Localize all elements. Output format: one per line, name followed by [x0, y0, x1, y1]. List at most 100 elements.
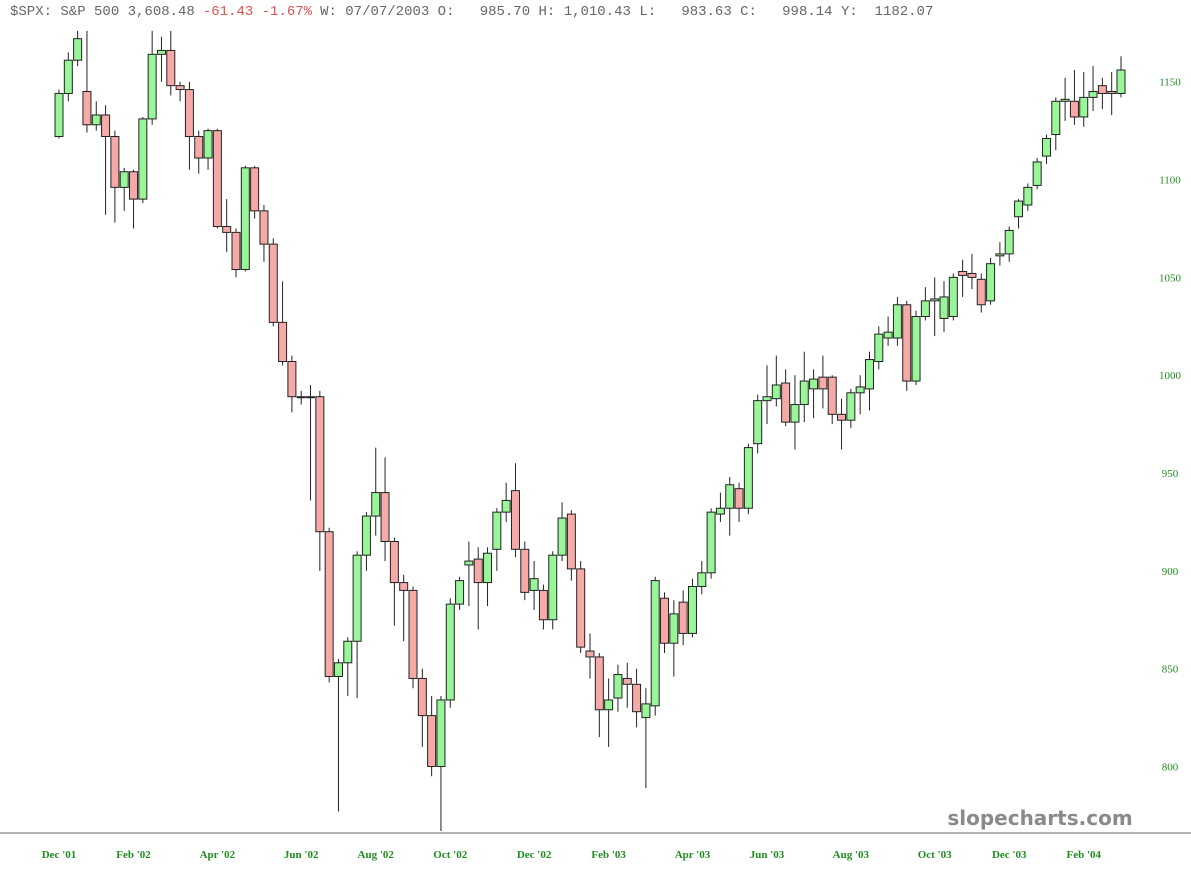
candle-body: [63, 59, 73, 94]
candle-body: [371, 492, 381, 517]
watermark: slopecharts.com: [947, 806, 1132, 830]
candle-body: [548, 554, 558, 621]
candle-body: [212, 130, 222, 228]
x-tick-label: Feb '02: [116, 849, 151, 861]
y-tick-label: 850: [1162, 664, 1179, 676]
candle-body: [1032, 161, 1042, 186]
candle-body: [417, 677, 427, 717]
candle-body: [278, 321, 288, 363]
y-tick-label: 950: [1162, 468, 1179, 480]
candle-body: [529, 578, 539, 591]
candle-body: [91, 114, 101, 126]
candle-body: [343, 640, 353, 664]
candle-body: [1097, 85, 1107, 94]
candle-body: [864, 359, 874, 390]
candle-body: [604, 699, 614, 711]
candle-body: [315, 396, 325, 533]
x-tick-label: Feb '03: [591, 849, 626, 861]
candle-body: [436, 699, 446, 767]
candle-body: [222, 226, 232, 233]
candle-body: [455, 580, 465, 605]
candle-body: [660, 597, 670, 644]
candle-body: [324, 531, 334, 677]
symbol-quote: $SPX: S&P 500 3,608.48: [10, 4, 195, 20]
ohlc-readout: W: 07/07/2003 O: 985.70 H: 1,010.43 L: 9…: [320, 4, 934, 20]
candle-body: [855, 386, 865, 394]
candle-body: [1041, 137, 1051, 157]
x-tick-label: Feb '04: [1066, 849, 1101, 861]
y-tick-label: 1050: [1159, 272, 1182, 284]
candle-body: [827, 376, 837, 415]
candle-body: [753, 400, 763, 445]
candle-body: [445, 603, 455, 701]
candle-body: [259, 210, 269, 245]
candle-body: [697, 572, 707, 587]
candle-body: [110, 136, 120, 188]
candle-body: [268, 243, 278, 323]
candle-body: [483, 552, 493, 584]
price-change: -61.43 -1.67%: [202, 4, 313, 20]
candle-body: [1051, 100, 1061, 136]
candle-body: [883, 331, 893, 339]
candle-body: [352, 554, 362, 642]
y-tick-label: 1000: [1159, 370, 1182, 382]
candle-body: [976, 278, 986, 306]
candle-body: [706, 511, 716, 574]
candle-body: [715, 507, 725, 515]
x-tick-label: Oct '02: [433, 849, 467, 861]
candle-body: [557, 517, 567, 556]
candle-body: [650, 580, 660, 707]
candle-body: [678, 601, 688, 634]
candle-body: [930, 298, 940, 302]
candle-body: [1014, 200, 1024, 218]
candle-body: [594, 656, 604, 711]
x-tick-label: Jun '03: [750, 849, 785, 861]
x-tick-label: Dec '02: [517, 849, 552, 861]
candle-body: [781, 382, 791, 423]
candle-body: [576, 568, 586, 648]
candle-body: [389, 540, 399, 584]
candle-body: [119, 171, 129, 188]
candle-body: [408, 589, 418, 679]
candle-body: [464, 560, 474, 566]
candle-body: [333, 662, 343, 677]
candle-body: [82, 91, 92, 126]
candle-body: [790, 404, 800, 423]
y-tick-label: 800: [1162, 761, 1179, 773]
candle-body: [1107, 91, 1117, 94]
candle-body: [967, 272, 977, 278]
candle-body: [641, 703, 651, 719]
candle-body: [1069, 100, 1079, 118]
candle-body: [902, 304, 912, 382]
candle-body: [948, 276, 958, 318]
candle-body: [156, 49, 166, 55]
y-tick-label: 1100: [1159, 175, 1181, 187]
candle-body: [809, 378, 819, 390]
candle-body: [231, 231, 241, 271]
x-tick-label: Dec '03: [992, 849, 1027, 861]
candle-body: [380, 492, 390, 542]
candle-body: [520, 548, 530, 593]
candle-body: [473, 558, 483, 584]
candle-body: [566, 513, 576, 570]
candle-body: [138, 118, 148, 200]
candle-body: [743, 447, 753, 509]
x-tick-label: Aug '03: [833, 849, 870, 861]
candle-body: [771, 384, 781, 400]
y-tick-label: 1150: [1159, 77, 1181, 89]
candle-body: [1116, 69, 1126, 94]
candle-body: [54, 92, 64, 138]
candle-body: [799, 380, 809, 406]
candle-body: [240, 167, 250, 271]
candle-body: [995, 253, 1005, 257]
candle-body: [184, 89, 194, 138]
x-tick-label: Aug '02: [358, 849, 395, 861]
candle-body: [501, 499, 511, 513]
x-tick-label: Oct '03: [918, 849, 952, 861]
candle-body: [1088, 91, 1098, 98]
candle-body: [73, 38, 83, 61]
candle-body: [129, 171, 139, 200]
candle-body: [296, 396, 306, 399]
candle-body: [632, 683, 642, 713]
